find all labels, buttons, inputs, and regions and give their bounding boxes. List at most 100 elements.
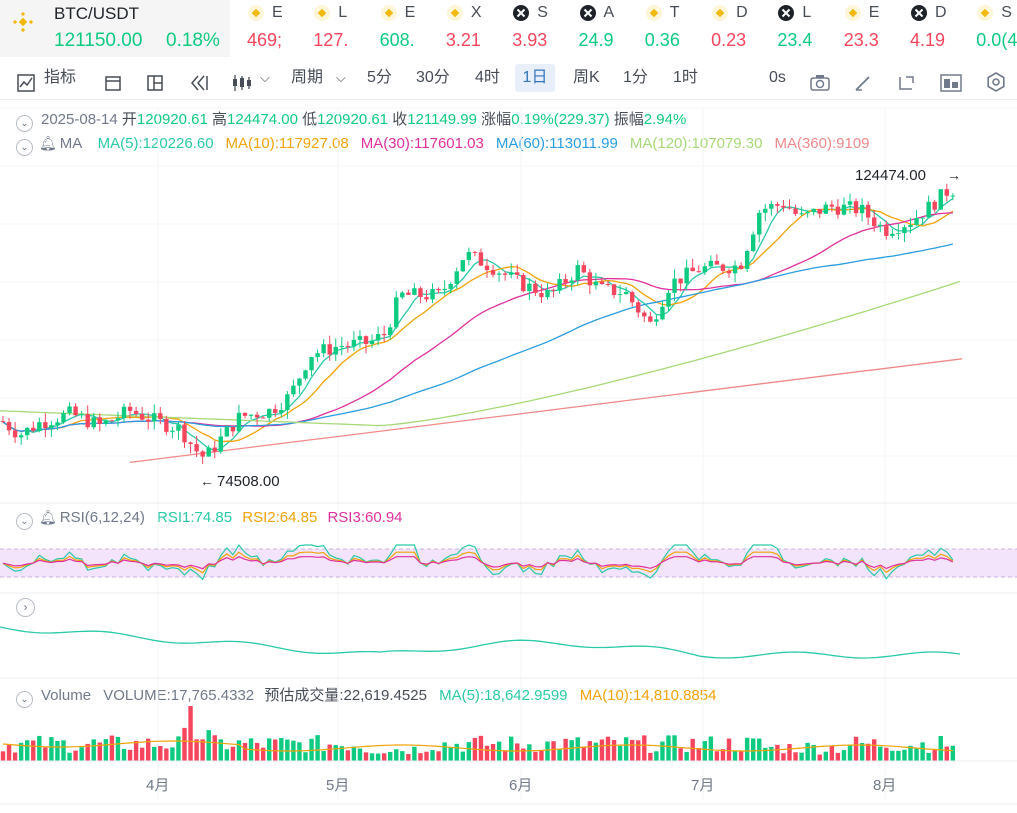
candle-body [164, 418, 169, 432]
ticker-item[interactable]: L 127. [300, 0, 366, 57]
volume-bar [521, 748, 526, 761]
ticker-item[interactable]: A 24.9 [566, 0, 632, 57]
candle-body [732, 265, 738, 274]
candle-body [448, 283, 453, 289]
interval-tab[interactable]: 4时 [475, 69, 500, 86]
candle-body [400, 292, 405, 298]
interval-tab[interactable]: 1分 [623, 69, 648, 86]
volume-bar [636, 740, 641, 761]
ticker-item-name: T [669, 4, 680, 21]
ticker-item[interactable]: E 608. [367, 0, 433, 57]
chevron-down-icon[interactable]: ⌵ [260, 70, 270, 85]
candle-body [248, 414, 254, 416]
volume-bar [103, 739, 109, 761]
expand-icon[interactable] [896, 69, 916, 97]
volume-bar [720, 749, 726, 761]
ticker-item[interactable]: D 4.19 [897, 0, 963, 57]
volume-bar [539, 750, 544, 761]
layout-icon[interactable] [146, 69, 164, 97]
candle-body [291, 385, 296, 395]
time-label: 0s [769, 69, 786, 86]
volume-bar [533, 751, 538, 761]
depth-chart-icon[interactable] [940, 69, 962, 97]
candle-body [884, 224, 889, 236]
expand-chevron-icon[interactable]: › [16, 598, 35, 617]
volume-bar [763, 747, 768, 761]
ticker-item[interactable]: S 3.93 [499, 0, 565, 57]
candle-body [617, 294, 623, 296]
candle-body [91, 417, 96, 428]
candle-body [823, 204, 828, 214]
change-label: 涨幅 [481, 111, 512, 128]
bell-icon[interactable]: 🔔︎ [39, 135, 57, 151]
candle-body [690, 267, 695, 272]
ticker-item[interactable]: E 23.3 [831, 0, 897, 57]
period-button[interactable]: 周期 [291, 69, 324, 86]
volume-bar [121, 748, 127, 761]
volume-bar [611, 740, 617, 761]
volume-bar [757, 738, 762, 761]
kline-chart[interactable]: 4月 5月 6月 7月 8月 124474.00 → ← 74508.00 [0, 100, 1017, 813]
candle-body [811, 208, 816, 212]
volume-bar [781, 753, 786, 761]
ticker-item-name: L [802, 4, 812, 21]
volume-bar [388, 751, 393, 761]
ticker-item[interactable]: S 0.0(4 [963, 0, 1017, 57]
indicators-button[interactable]: 指标 [44, 69, 77, 86]
candle-body [158, 413, 163, 419]
interval-tab[interactable]: 周K [573, 69, 600, 86]
volume-bar [279, 737, 284, 761]
volume-bar [569, 740, 574, 761]
candle-body [726, 270, 732, 274]
collapse-chevron-icon[interactable]: ⌄ [16, 115, 33, 132]
ticker-item-value: 127. [313, 30, 349, 50]
low-label: 低 [302, 111, 318, 128]
ticker-item[interactable]: X 3.21 [433, 0, 499, 57]
interval-tab[interactable]: 1时 [673, 69, 698, 86]
collapse-chevron-icon[interactable]: ⌄ [16, 139, 33, 156]
interval-tab[interactable]: 1日 [515, 64, 555, 92]
volume-bar [593, 742, 599, 761]
chart-toolbar: 指标 ⌵ 周期 ⌵ 5分 30分 4时 1日 周K 1分 1时 0s [0, 57, 1017, 100]
ticker-item-value: 0.36 [644, 30, 680, 50]
candle-body [67, 406, 72, 414]
candle-body [375, 334, 381, 341]
volume-bar [490, 743, 496, 761]
camera-icon[interactable] [810, 69, 830, 97]
ticker-main[interactable]: BTC/USDT 121150.00 0.18% [0, 0, 230, 57]
ticker-item[interactable]: L 23.4 [764, 0, 830, 57]
chevron-down-icon[interactable]: ⌵ [336, 70, 346, 85]
replay-icon[interactable] [189, 69, 209, 97]
candle-body [37, 422, 42, 431]
chart-type-icon[interactable] [231, 69, 255, 97]
draw-pencil-icon[interactable] [853, 69, 873, 97]
volume-bar [61, 740, 66, 761]
candle-body [412, 288, 417, 295]
rsi-pane [0, 543, 1017, 581]
interval-tab[interactable]: 30分 [416, 69, 450, 86]
candle-body [611, 284, 617, 295]
ticker-item[interactable]: T 0.36 [632, 0, 698, 57]
settings-gear-icon[interactable] [986, 68, 1006, 96]
volume-bar [690, 738, 695, 761]
collapse-chevron-icon[interactable]: ⌄ [16, 691, 33, 708]
volume-bar [751, 738, 756, 761]
candles-style-icon[interactable] [104, 69, 122, 97]
collapse-chevron-icon[interactable]: ⌄ [16, 513, 33, 530]
candle-body [636, 302, 641, 313]
binance-icon [314, 5, 331, 26]
volume-bar [381, 753, 387, 761]
ticker-item[interactable]: D 0.23 [698, 0, 764, 57]
volume-bar [55, 741, 60, 761]
ticker-item[interactable]: E 469; [234, 0, 300, 57]
ticker-change: 0.18% [166, 30, 220, 51]
candle-body [260, 417, 266, 419]
candle-body [43, 422, 48, 429]
candle-body [805, 211, 810, 214]
interval-tab[interactable]: 5分 [367, 69, 392, 86]
volume-bar [200, 739, 205, 761]
candle-body [569, 280, 574, 283]
x-axis-label: 6月 [509, 777, 532, 794]
x-axis-label: 8月 [873, 777, 896, 794]
bell-icon[interactable]: 🔔︎ [39, 509, 57, 525]
